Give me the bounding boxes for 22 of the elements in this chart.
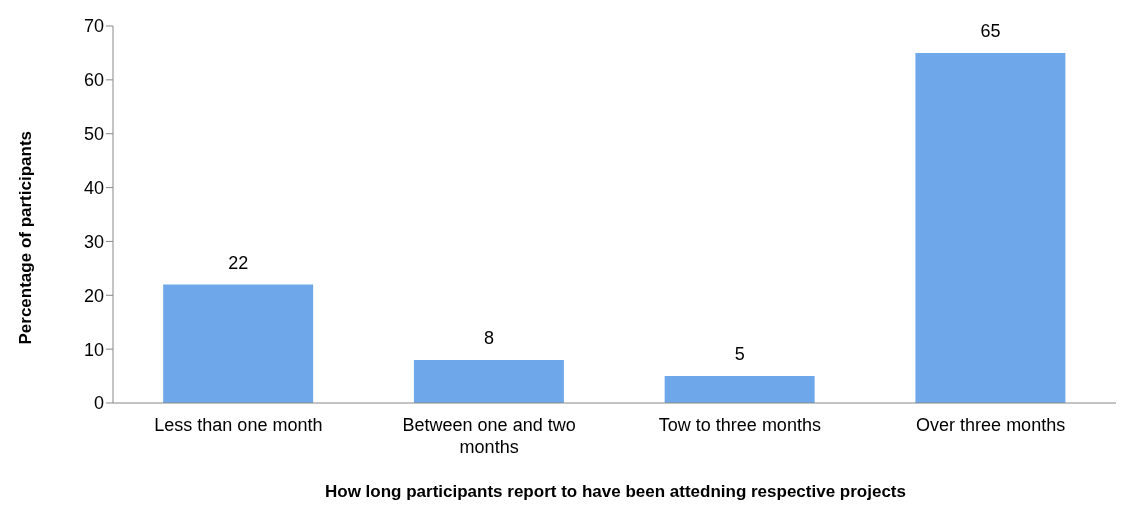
y-tick-label: 60 (83, 70, 104, 91)
x-tick-label: Over three months (916, 415, 1066, 435)
bar (664, 376, 815, 403)
y-tick-label: 50 (83, 124, 104, 145)
x-tick-label: Tow to three months (658, 415, 821, 435)
data-label: 5 (734, 344, 745, 365)
y-tick-label: 40 (83, 177, 104, 198)
y-tick-label: 70 (83, 16, 104, 37)
data-label: 8 (483, 327, 494, 348)
y-tick-label: 30 (83, 231, 104, 252)
data-label: 22 (228, 252, 249, 273)
y-axis-title: Percentage of participants (16, 130, 36, 345)
bar (915, 52, 1066, 403)
y-tick-label: 10 (83, 339, 104, 360)
data-label: 65 (980, 20, 1001, 41)
bar (163, 284, 314, 403)
y-tick-label: 0 (93, 393, 104, 414)
x-tick-label: Between one and two months (402, 415, 576, 457)
y-tick-label: 20 (83, 285, 104, 306)
x-tick-label: Less than one month (154, 415, 323, 435)
x-axis-title: How long participants report to have been attedning respective projects (324, 482, 907, 502)
bar (413, 359, 564, 403)
